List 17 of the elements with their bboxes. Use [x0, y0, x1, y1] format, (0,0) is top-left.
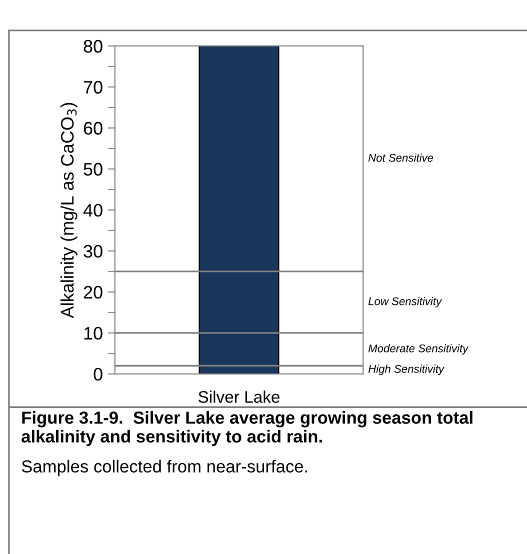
- y-axis-title: Alkalinity (mg/L as CaCO$_{3}$): [60, 102, 78, 318]
- text: High Sensitivity: [368, 364, 445, 376]
- y-tick-label: 80: [84, 40, 102, 53]
- x-tick-label: Silver Lake: [198, 390, 280, 403]
- y-tick-label: 40: [83, 204, 102, 217]
- text: Moderate Sensitivity: [368, 344, 469, 355]
- y-tick-label: 10: [84, 326, 102, 340]
- text: Not Sensitive: [368, 154, 434, 162]
- y-tick-label: 20: [84, 286, 102, 299]
- y-tick-label: 0: [94, 368, 102, 381]
- y-tick-label: 70: [84, 80, 102, 94]
- y-tick-label: 50: [84, 162, 102, 176]
- y-tick-label: 60: [84, 122, 102, 135]
- text: Samples collected from near-surface.: [22, 460, 308, 476]
- text: Low Sensitivity: [368, 297, 442, 308]
- text: Figure 3.1-9. Silver Lake average growing season total alkalinity and sensitivity to acid rain.: [22, 411, 472, 446]
- y-tick-label: 30: [84, 244, 102, 258]
